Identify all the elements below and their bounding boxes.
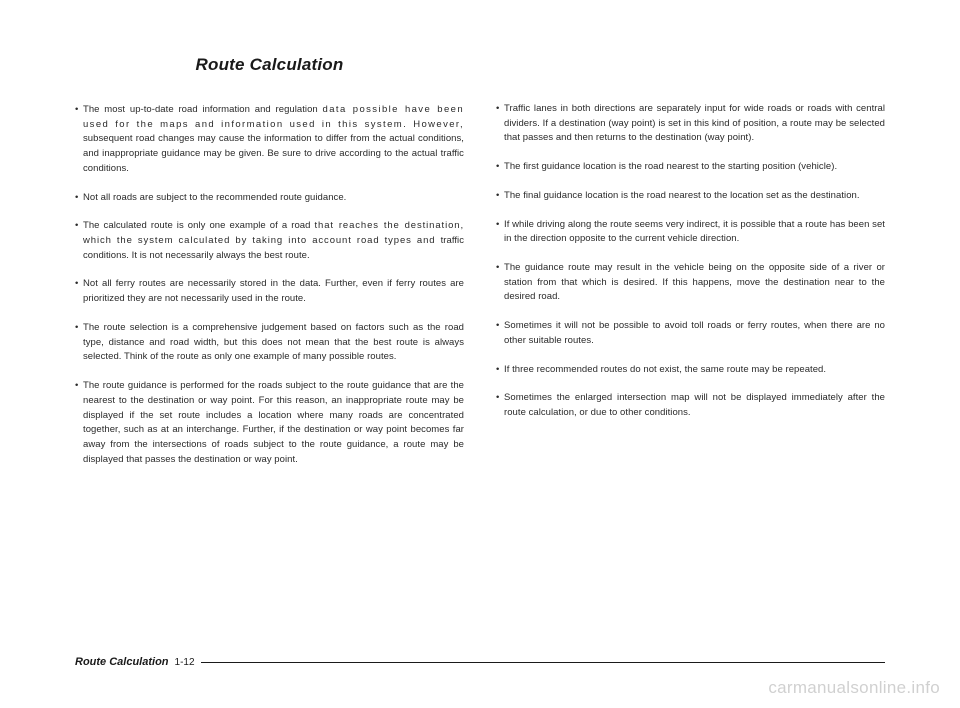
bullet-dot: • <box>75 219 83 263</box>
bullet-item: • Traffic lanes in both directions are s… <box>496 102 885 146</box>
bullet-text: Sometimes the enlarged intersection map … <box>504 391 885 420</box>
text-seg: The most up-to-date road information and… <box>83 104 323 115</box>
text-seg: subsequent road changes may cause the in… <box>83 133 464 173</box>
bullet-dot: • <box>75 277 83 306</box>
bullet-dot: • <box>496 218 504 247</box>
bullet-text: Not all roads are subject to the recomme… <box>83 191 464 206</box>
bullet-dot: • <box>75 321 83 365</box>
bullet-item: • If three recommended routes do not exi… <box>496 363 885 378</box>
bullet-item: • Not all roads are subject to the recom… <box>75 191 464 206</box>
bullet-dot: • <box>75 379 83 467</box>
bullet-item: • The route selection is a comprehensive… <box>75 321 464 365</box>
watermark: carmanualsonline.info <box>768 678 940 698</box>
bullet-text: The guidance route may result in the veh… <box>504 261 885 305</box>
bullet-item: • The most up-to-date road information a… <box>75 103 464 177</box>
text-seg: The calculated route is only one example… <box>83 220 315 231</box>
bullet-dot: • <box>75 191 83 206</box>
footer-rule <box>201 662 885 663</box>
bullet-item: • The final guidance location is the roa… <box>496 189 885 204</box>
bullet-text: Traffic lanes in both directions are sep… <box>504 102 885 146</box>
footer: Route Calculation 1-12 <box>75 656 885 668</box>
bullet-item: • The guidance route may result in the v… <box>496 261 885 305</box>
bullet-item: • If while driving along the route seems… <box>496 218 885 247</box>
bullet-item: • The first guidance location is the roa… <box>496 160 885 175</box>
column-right: • Traffic lanes in both directions are s… <box>496 55 885 481</box>
page-title: Route Calculation <box>75 55 464 75</box>
footer-page: 1-12 <box>175 657 195 668</box>
bullet-text: The route guidance is performed for the … <box>83 379 464 467</box>
bullet-dot: • <box>496 189 504 204</box>
bullet-item: • Not all ferry routes are necessarily s… <box>75 277 464 306</box>
page: Route Calculation • The most up-to-date … <box>0 0 960 708</box>
bullet-text: The first guidance location is the road … <box>504 160 885 175</box>
bullet-dot: • <box>496 102 504 146</box>
bullet-dot: • <box>75 103 83 177</box>
bullet-dot: • <box>496 261 504 305</box>
bullet-text: The final guidance location is the road … <box>504 189 885 204</box>
column-top-pad <box>496 55 885 102</box>
bullet-text: The calculated route is only one example… <box>83 219 464 263</box>
bullet-dot: • <box>496 160 504 175</box>
column-left: Route Calculation • The most up-to-date … <box>75 55 464 481</box>
bullet-dot: • <box>496 319 504 348</box>
footer-title: Route Calculation <box>75 656 169 668</box>
bullet-item: • Sometimes it will not be possible to a… <box>496 319 885 348</box>
bullet-text: The most up-to-date road information and… <box>83 103 464 177</box>
bullet-text: The route selection is a comprehensive j… <box>83 321 464 365</box>
bullet-text: Sometimes it will not be possible to avo… <box>504 319 885 348</box>
bullet-dot: • <box>496 391 504 420</box>
bullet-item: • Sometimes the enlarged intersection ma… <box>496 391 885 420</box>
bullet-item: • The route guidance is performed for th… <box>75 379 464 467</box>
bullet-text: If while driving along the route seems v… <box>504 218 885 247</box>
columns: Route Calculation • The most up-to-date … <box>75 55 885 481</box>
bullet-dot: • <box>496 363 504 378</box>
bullet-item: • The calculated route is only one examp… <box>75 219 464 263</box>
bullet-text: Not all ferry routes are necessarily sto… <box>83 277 464 306</box>
bullet-text: If three recommended routes do not exist… <box>504 363 885 378</box>
